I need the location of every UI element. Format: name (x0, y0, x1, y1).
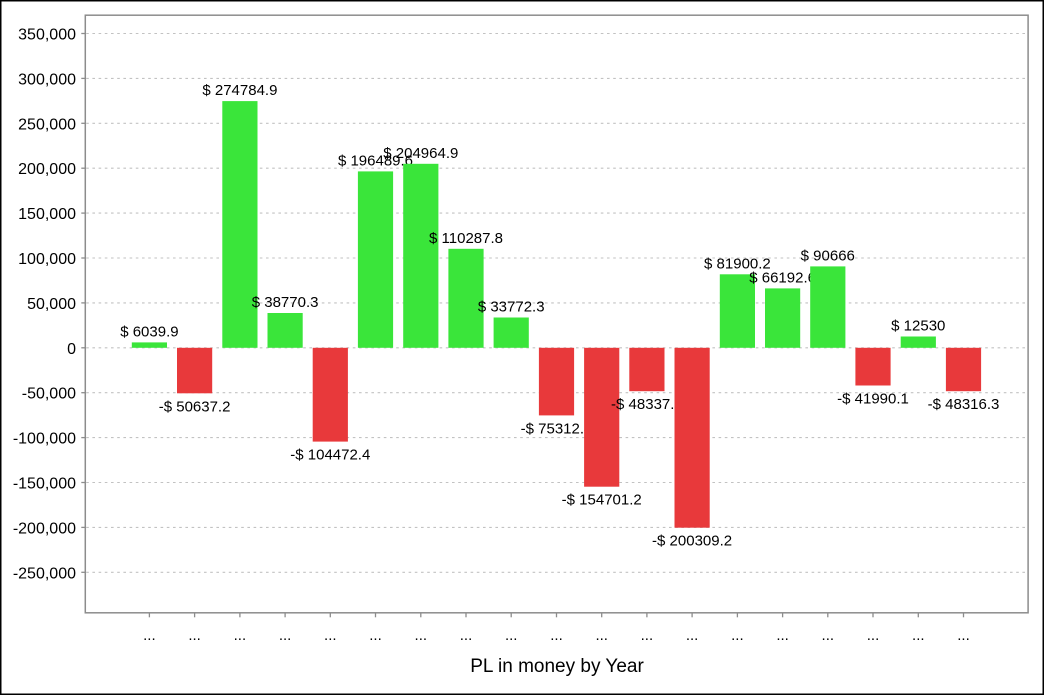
svg-text:$ 12530: $ 12530 (891, 318, 945, 335)
svg-text:-$ 50637.2: -$ 50637.2 (159, 398, 231, 415)
svg-text:...: ... (957, 627, 970, 644)
svg-text:-$ 41990.1: -$ 41990.1 (837, 391, 909, 408)
svg-text:...: ... (279, 627, 292, 644)
svg-text:-200,000: -200,000 (13, 520, 76, 537)
svg-text:250,000: 250,000 (18, 116, 76, 133)
svg-text:...: ... (731, 627, 744, 644)
svg-text:...: ... (143, 627, 156, 644)
svg-text:-50,000: -50,000 (22, 386, 76, 403)
svg-text:-$ 75312.4: -$ 75312.4 (521, 420, 593, 437)
svg-text:-$ 104472.4: -$ 104472.4 (290, 447, 370, 464)
svg-text:$ 6039.9: $ 6039.9 (120, 323, 178, 340)
svg-text:-$ 48337.9: -$ 48337.9 (611, 396, 683, 413)
svg-text:-150,000: -150,000 (13, 476, 76, 493)
svg-text:$ 33772.3: $ 33772.3 (478, 299, 545, 316)
svg-text:$ 66192.6: $ 66192.6 (749, 269, 816, 286)
svg-text:100,000: 100,000 (18, 251, 76, 268)
svg-text:$ 38770.3: $ 38770.3 (252, 294, 319, 311)
svg-text:PL in money by Year: PL in money by Year (470, 656, 644, 677)
svg-text:...: ... (641, 627, 654, 644)
svg-text:...: ... (822, 627, 835, 644)
svg-text:150,000: 150,000 (18, 206, 76, 223)
svg-text:-250,000: -250,000 (13, 565, 76, 582)
svg-text:...: ... (188, 627, 201, 644)
svg-text:350,000: 350,000 (18, 27, 76, 44)
svg-text:300,000: 300,000 (18, 71, 76, 88)
svg-text:...: ... (415, 627, 428, 644)
svg-text:...: ... (460, 627, 473, 644)
svg-text:-100,000: -100,000 (13, 431, 76, 448)
svg-text:...: ... (550, 627, 563, 644)
svg-text:-$ 154701.2: -$ 154701.2 (562, 492, 642, 509)
svg-text:$ 274784.9: $ 274784.9 (202, 82, 277, 99)
svg-text:-$ 48316.3: -$ 48316.3 (928, 396, 1000, 413)
svg-text:...: ... (369, 627, 382, 644)
svg-text:...: ... (595, 627, 608, 644)
svg-text:...: ... (686, 627, 699, 644)
svg-text:50,000: 50,000 (27, 296, 76, 313)
svg-text:-$ 200309.2: -$ 200309.2 (652, 533, 732, 550)
svg-text:$ 110287.8: $ 110287.8 (429, 230, 503, 247)
svg-text:...: ... (234, 627, 247, 644)
svg-text:...: ... (505, 627, 518, 644)
svg-text:...: ... (324, 627, 337, 644)
svg-text:$ 196489.6: $ 196489.6 (338, 152, 413, 169)
svg-text:...: ... (776, 627, 789, 644)
svg-text:200,000: 200,000 (18, 161, 76, 178)
svg-text:$ 204964.9: $ 204964.9 (383, 145, 458, 162)
svg-text:$ 90666: $ 90666 (801, 247, 855, 264)
svg-text:0: 0 (67, 341, 76, 358)
svg-text:$ 81900.2: $ 81900.2 (704, 255, 771, 272)
svg-text:...: ... (867, 627, 880, 644)
svg-text:...: ... (912, 627, 925, 644)
